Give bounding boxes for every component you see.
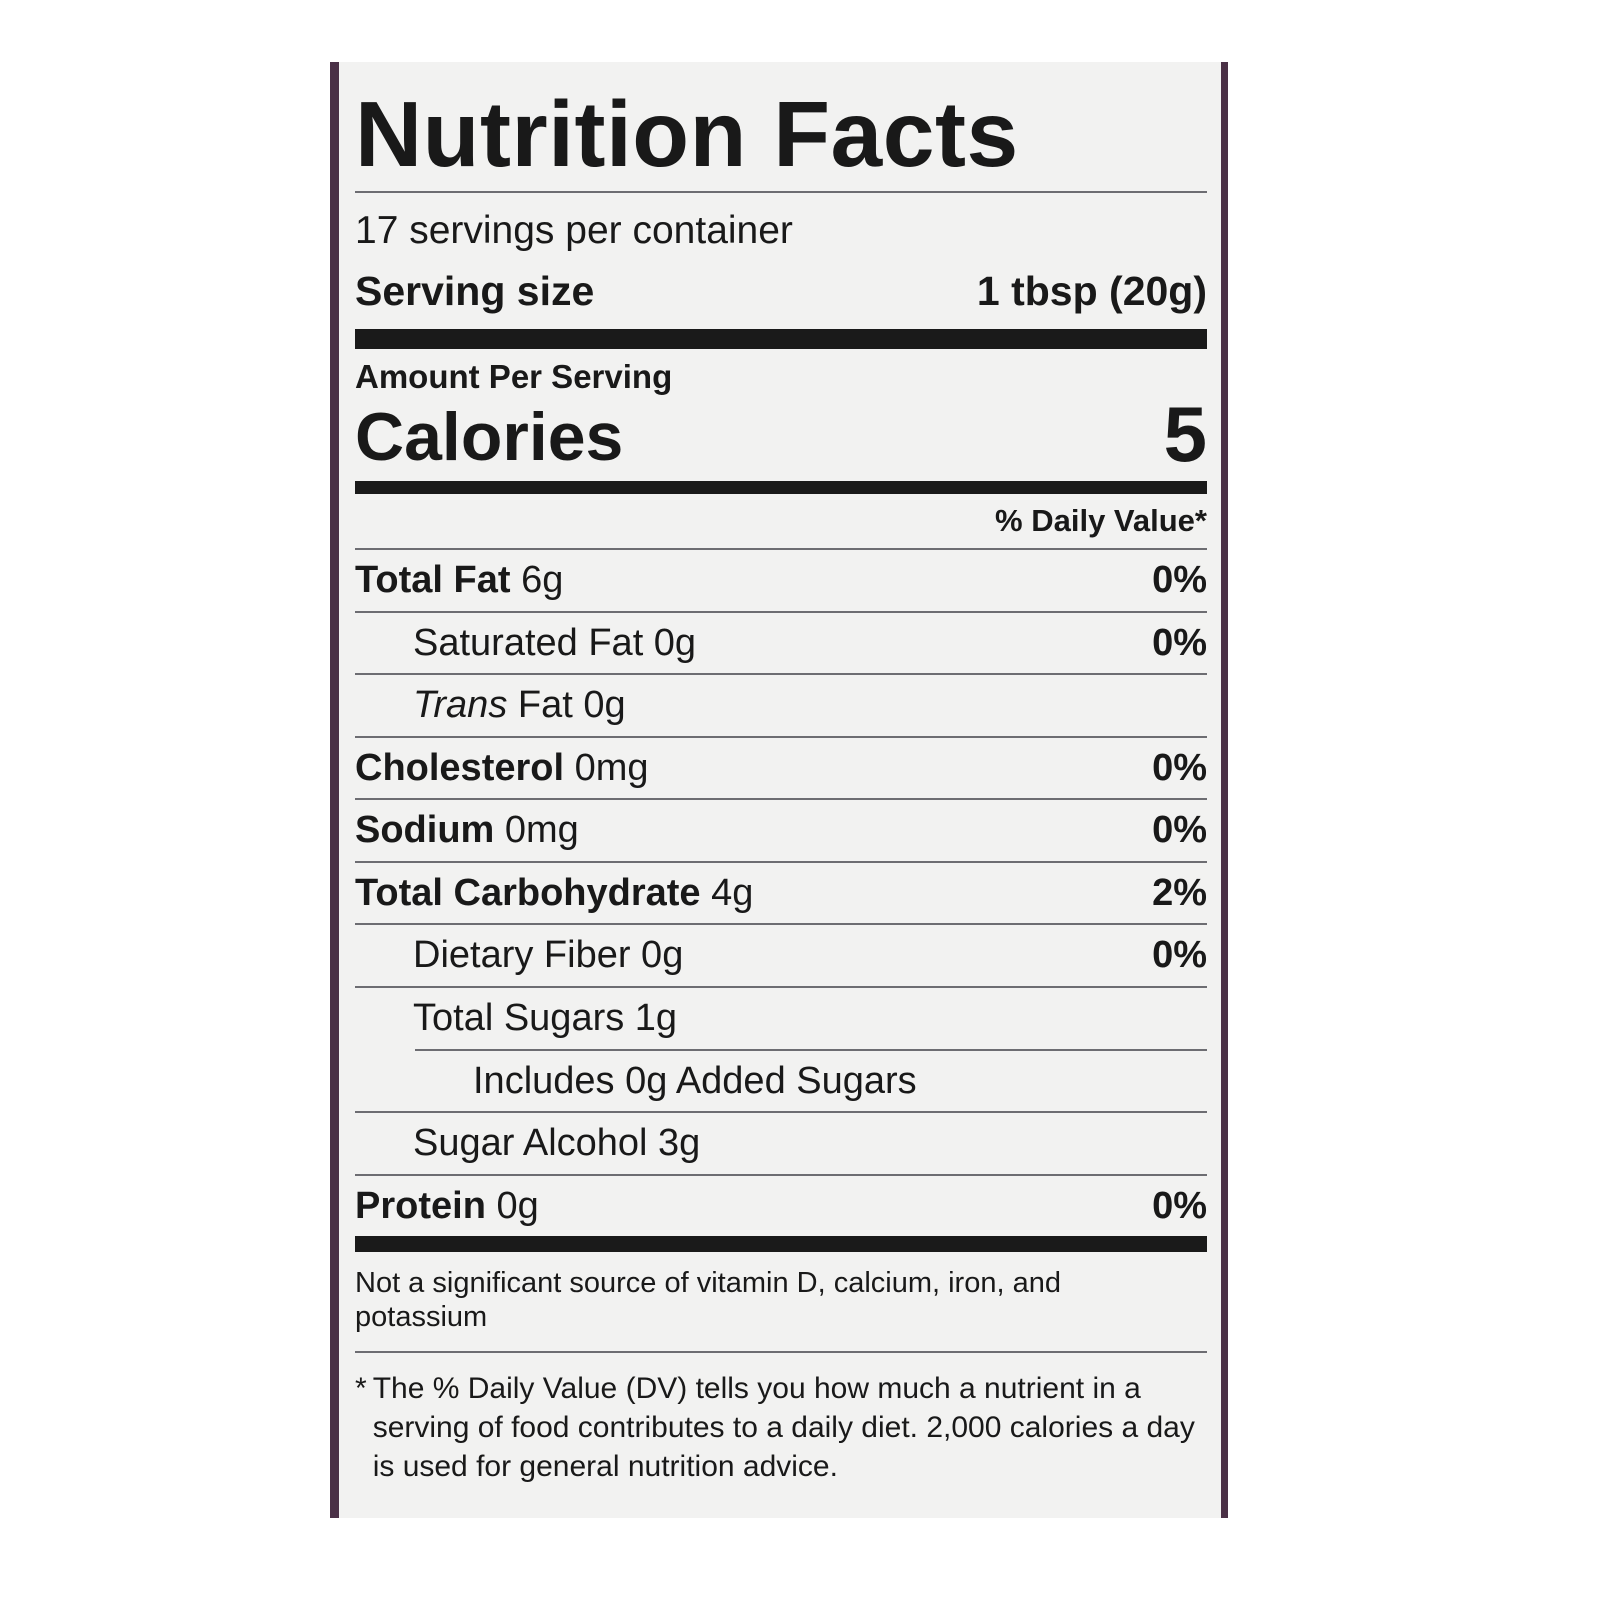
nutrient-row: Total Fat 6g 0% bbox=[355, 550, 1207, 611]
footnote-star: * bbox=[355, 1371, 367, 1405]
row-divider bbox=[355, 1173, 1207, 1176]
nutrient-label: Dietary Fiber 0g bbox=[413, 934, 684, 977]
nutrient-daily-value: 0% bbox=[1152, 559, 1207, 602]
nutrient-label: Sodium 0mg bbox=[355, 809, 579, 852]
row-divider bbox=[355, 1111, 1207, 1114]
nutrient-row: Sugar Alcohol 3g bbox=[355, 1113, 1207, 1174]
nutrient-row: Total Sugars 1g bbox=[355, 988, 1207, 1049]
row-divider bbox=[355, 548, 1207, 551]
nutrient-label: Includes 0g Added Sugars bbox=[473, 1059, 917, 1102]
nutrient-row: Dietary Fiber 0g 0% bbox=[355, 925, 1207, 986]
servings-per-container: 17 servings per container bbox=[355, 209, 793, 252]
nutrient-label: Sugar Alcohol 3g bbox=[413, 1122, 701, 1165]
serving-size-row: Serving size 1 tbsp (20g) bbox=[355, 260, 1207, 329]
row-divider bbox=[355, 735, 1207, 738]
row-divider bbox=[355, 673, 1207, 676]
row-divider bbox=[355, 798, 1207, 801]
nutrient-daily-value: 0% bbox=[1152, 1184, 1207, 1227]
nutrient-label: Total Carbohydrate 4g bbox=[355, 871, 754, 914]
nutrient-row: Sodium 0mg 0% bbox=[355, 800, 1207, 861]
nutrient-label: Trans Fat 0g bbox=[413, 684, 626, 727]
calories-label: Calories bbox=[355, 398, 624, 475]
footnote-text: The % Daily Value (DV) tells you how muc… bbox=[372, 1371, 1195, 1483]
nutrient-row: Total Carbohydrate 4g 2% bbox=[355, 863, 1207, 924]
nutrient-row: Trans Fat 0g bbox=[355, 675, 1207, 736]
thick-rule-above-calories bbox=[355, 328, 1207, 349]
row-divider bbox=[355, 610, 1207, 613]
nutrient-daily-value: 0% bbox=[1152, 809, 1207, 852]
rule-above-footnote bbox=[355, 1350, 1207, 1353]
row-divider bbox=[355, 985, 1207, 988]
rule-under-title bbox=[355, 191, 1207, 193]
nutrient-daily-value: 0% bbox=[1152, 621, 1207, 664]
row-divider bbox=[355, 860, 1207, 863]
nutrition-facts-label: Nutrition Facts 17 servings per containe… bbox=[330, 62, 1228, 1518]
calories-row: Calories 5 bbox=[355, 395, 1207, 481]
daily-value-header: % Daily Value* bbox=[995, 503, 1207, 539]
nutrient-daily-value: 2% bbox=[1152, 871, 1207, 914]
nutrient-row: Includes 0g Added Sugars bbox=[355, 1051, 1207, 1112]
nutrient-row: Saturated Fat 0g 0% bbox=[355, 613, 1207, 674]
row-divider bbox=[355, 923, 1207, 926]
row-divider bbox=[415, 1048, 1207, 1051]
thick-rule-below-protein bbox=[355, 1236, 1207, 1253]
nutrient-label: Protein 0g bbox=[355, 1184, 539, 1227]
label-content: Nutrition Facts 17 servings per containe… bbox=[339, 62, 1221, 1518]
nutrient-label: Total Fat 6g bbox=[355, 559, 564, 602]
amount-per-serving-label: Amount Per Serving bbox=[355, 357, 673, 395]
nutrient-label: Total Sugars 1g bbox=[413, 996, 678, 1039]
nutrient-daily-value: 0% bbox=[1152, 934, 1207, 977]
label-title: Nutrition Facts bbox=[355, 82, 1019, 186]
nutrient-label: Cholesterol 0mg bbox=[355, 746, 649, 789]
calories-value: 5 bbox=[1163, 390, 1207, 479]
nutrient-label: Saturated Fat 0g bbox=[413, 621, 697, 664]
nutrient-daily-value: 0% bbox=[1152, 746, 1207, 789]
nutrient-table: Total Fat 6g 0% Saturated Fat 0g 0% Trans Fa… bbox=[355, 548, 1207, 1236]
serving-size-value: 1 tbsp (20g) bbox=[976, 267, 1207, 314]
nutrient-row: Protein 0g 0% bbox=[355, 1176, 1207, 1237]
rule-below-calories bbox=[355, 481, 1207, 495]
daily-value-footnote: * The % Daily Value (DV) tells you how m… bbox=[355, 1353, 1195, 1486]
serving-size-label: Serving size bbox=[355, 267, 595, 314]
vitamin-note: Not a significant source of vitamin D, c… bbox=[355, 1267, 1061, 1334]
nutrient-row: Cholesterol 0mg 0% bbox=[355, 738, 1207, 799]
